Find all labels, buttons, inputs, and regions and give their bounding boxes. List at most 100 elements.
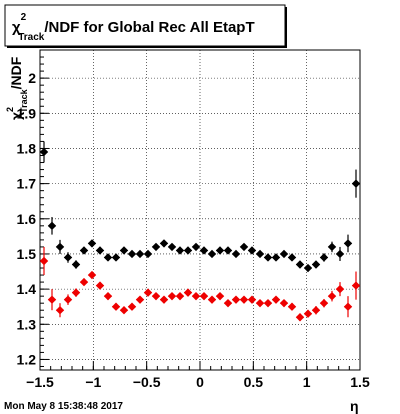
data-point — [135, 249, 145, 259]
y-tick-label: 2 — [28, 70, 36, 86]
data-point — [199, 291, 209, 301]
y-label-rest: /NDF — [8, 56, 24, 89]
data-point — [63, 295, 73, 304]
x-tick-label: −1 — [85, 374, 101, 390]
data-point — [79, 246, 89, 255]
y-tick-labels: 1.2 1.3 1.4 1.5 1.6 1.7 1.8 1.9 2 — [17, 70, 37, 367]
data-point — [167, 242, 177, 252]
y-tick-label: 1.6 — [17, 211, 37, 227]
footer-timestamp: Mon May 8 15:38:48 2017 — [4, 401, 123, 412]
data-point — [87, 270, 97, 280]
data-point — [335, 284, 345, 294]
data-point — [127, 249, 137, 259]
y-tick-label: 1.8 — [17, 140, 37, 156]
series-0 — [39, 141, 361, 273]
data-point — [319, 253, 329, 262]
data-point — [151, 291, 161, 301]
x-tick-label: −1.5 — [26, 374, 54, 390]
data-point — [319, 298, 329, 308]
title-sup: 2 — [21, 12, 27, 23]
data-point — [207, 295, 217, 304]
data-point — [47, 221, 57, 231]
data-point — [327, 291, 337, 301]
y-label-sup: 2 — [5, 107, 15, 112]
data-point — [79, 277, 89, 287]
data-point — [111, 253, 121, 262]
data-point — [167, 291, 177, 301]
data-point — [39, 256, 49, 266]
data-point — [191, 242, 201, 252]
data-point — [47, 295, 57, 304]
data-point — [351, 179, 361, 188]
data-point — [39, 147, 49, 157]
data-point — [351, 281, 361, 290]
data-point — [199, 246, 209, 255]
data-point — [215, 291, 225, 301]
title-box-shadow-bottom — [7, 46, 287, 48]
y-axis-label: χ2 Track/NDF — [5, 56, 29, 120]
grid — [40, 50, 360, 370]
data-point — [271, 253, 281, 262]
data-point — [63, 253, 73, 262]
data-point — [239, 295, 249, 304]
x-tick-label: −0.5 — [133, 374, 161, 390]
data-point — [223, 246, 233, 255]
data-point — [263, 253, 273, 262]
data-point — [191, 291, 201, 301]
data-point — [143, 249, 153, 259]
data-point — [55, 306, 65, 315]
data-point — [311, 260, 321, 269]
data-point — [151, 242, 161, 252]
x-axis-label: η — [350, 398, 359, 414]
data-point — [55, 242, 65, 252]
data-point — [175, 291, 185, 301]
data-point — [111, 302, 121, 311]
data-point — [159, 295, 169, 304]
data-point — [119, 246, 129, 255]
data-point — [127, 302, 137, 311]
series-1 — [39, 246, 361, 322]
x-tick-label: 0.5 — [244, 374, 264, 390]
data-point — [231, 295, 241, 304]
title-sub: Track — [18, 32, 45, 43]
data-point — [135, 295, 145, 304]
title-symbol: χ — [12, 19, 21, 36]
data-point — [95, 281, 105, 290]
data-point — [231, 249, 241, 259]
x-tick-label: 1.5 — [350, 374, 370, 390]
data-point — [175, 246, 185, 255]
y-tick-label: 1.9 — [17, 105, 37, 121]
data-point — [143, 288, 153, 297]
data-points — [39, 141, 361, 322]
data-point — [87, 239, 97, 248]
data-point — [239, 242, 249, 252]
data-point — [279, 298, 289, 308]
data-point — [247, 246, 257, 255]
chart-title: χ2 Track/NDF for Global Rec All EtapT — [12, 12, 255, 43]
data-point — [215, 246, 225, 255]
data-point — [119, 306, 129, 315]
y-label-sub: Track — [19, 88, 29, 113]
data-point — [287, 253, 297, 262]
y-tick-label: 1.2 — [17, 351, 37, 367]
data-point — [207, 249, 217, 259]
data-point — [159, 239, 169, 248]
data-point — [303, 263, 313, 273]
data-point — [255, 249, 265, 259]
data-point — [263, 298, 273, 308]
data-point — [343, 302, 353, 311]
data-point — [295, 313, 305, 322]
data-point — [247, 295, 257, 304]
y-tick-label: 1.4 — [17, 281, 37, 297]
data-point — [223, 298, 233, 308]
data-point — [279, 249, 289, 259]
data-point — [183, 288, 193, 297]
title-box-shadow — [285, 7, 287, 48]
data-point — [255, 298, 265, 308]
data-point — [103, 291, 113, 301]
y-tick-label: 1.3 — [17, 316, 37, 332]
data-point — [183, 246, 193, 255]
title-main: /NDF for Global Rec All EtapT — [44, 19, 254, 36]
data-point — [71, 260, 81, 269]
